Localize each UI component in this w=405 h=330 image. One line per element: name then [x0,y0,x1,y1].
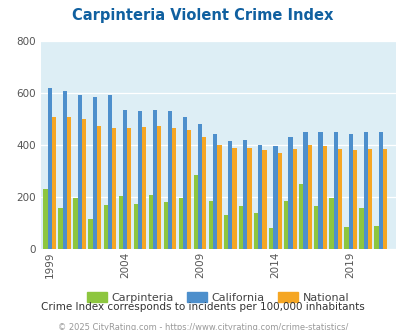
Bar [373,226,378,249]
Bar [103,205,107,249]
Bar [107,94,112,249]
Bar [318,132,322,249]
Bar [88,219,92,249]
Bar [328,198,333,249]
Bar [298,184,303,249]
Bar [247,148,251,249]
Bar [307,145,311,249]
Bar [313,206,318,249]
Bar [343,227,348,249]
Text: Crime Index corresponds to incidents per 100,000 inhabitants: Crime Index corresponds to incidents per… [41,302,364,312]
Bar [232,148,236,249]
Bar [277,153,281,249]
Bar [303,132,307,249]
Bar [269,228,273,249]
Bar [82,119,86,249]
Bar [51,116,56,249]
Bar [153,110,157,249]
Bar [77,94,82,249]
Bar [183,116,187,249]
Bar [213,134,217,249]
Text: Carpinteria Violent Crime Index: Carpinteria Violent Crime Index [72,8,333,23]
Bar [157,126,161,249]
Bar [292,149,296,249]
Bar [337,149,341,249]
Bar [358,208,363,249]
Bar [118,196,122,249]
Bar [178,198,183,249]
Bar [198,124,202,249]
Bar [224,215,228,249]
Bar [193,175,198,249]
Bar [122,110,127,249]
Bar [127,128,131,249]
Bar [288,137,292,249]
Bar [47,88,51,249]
Legend: Carpinteria, California, National: Carpinteria, California, National [87,292,348,303]
Bar [217,145,221,249]
Bar [254,213,258,249]
Bar [67,116,71,249]
Bar [148,195,153,249]
Bar [187,130,191,249]
Bar [172,128,176,249]
Bar [378,132,382,249]
Bar [322,147,326,249]
Bar [133,204,138,249]
Bar [262,150,266,249]
Bar [348,134,352,249]
Bar [58,208,62,249]
Bar [228,141,232,249]
Bar [333,132,337,249]
Bar [168,112,172,249]
Bar [258,145,262,249]
Bar [273,147,277,249]
Bar [202,137,206,249]
Bar [92,97,97,249]
Bar [73,198,77,249]
Bar [352,150,356,249]
Bar [142,127,146,249]
Bar [97,126,101,249]
Bar [209,201,213,249]
Bar [284,201,288,249]
Bar [138,112,142,249]
Bar [62,91,67,249]
Bar [43,189,47,249]
Bar [112,128,116,249]
Bar [367,149,371,249]
Bar [239,206,243,249]
Bar [363,132,367,249]
Bar [243,140,247,249]
Text: © 2025 CityRating.com - https://www.cityrating.com/crime-statistics/: © 2025 CityRating.com - https://www.city… [58,323,347,330]
Bar [382,149,386,249]
Bar [163,202,168,249]
